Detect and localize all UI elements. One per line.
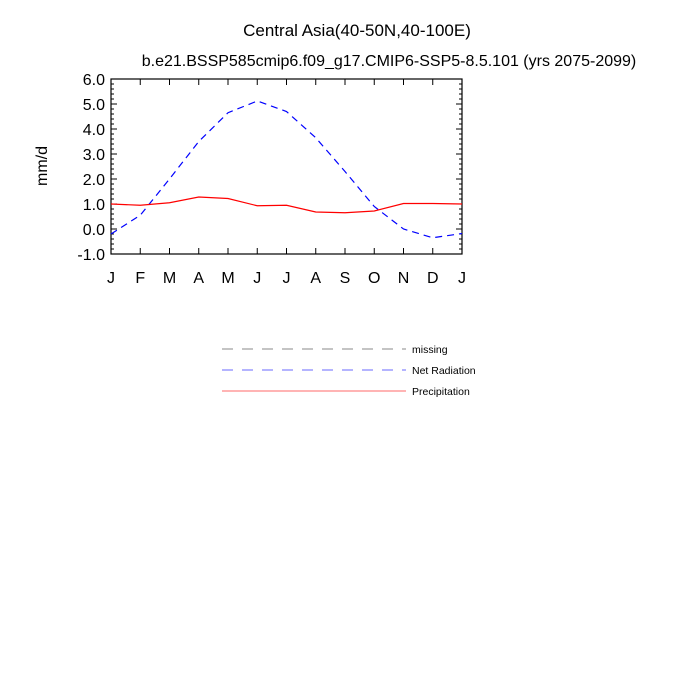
y-tick-label: -1.0 [77, 247, 105, 264]
x-tick-label: M [221, 270, 234, 287]
x-tick-label: J [253, 270, 261, 287]
y-tick-label: 6.0 [83, 72, 105, 89]
plot-area: -1.00.01.02.03.04.05.06.0J F M A M J J A S O N D J [77, 72, 466, 287]
series-line-net-radiation [110, 100, 463, 239]
x-tick-label: M [163, 270, 176, 287]
x-tick-label: A [310, 270, 321, 287]
x-tick-label: N [398, 270, 410, 287]
chart-subtitle: b.e21.BSSP585cmip6.f09_g17.CMIP6-SSP5-8.… [142, 53, 637, 70]
plot-frame [110, 78, 463, 255]
legend: missing Net Radiation Precipitation [222, 344, 476, 398]
chart-title: Central Asia(40-50N,40-100E) [243, 21, 471, 40]
x-tick-label: S [340, 270, 351, 287]
legend-label-missing: missing [412, 344, 448, 356]
series-line-precipitation [110, 196, 463, 214]
y-tick-label: 1.0 [83, 197, 105, 214]
y-tick-label: 2.0 [83, 172, 105, 189]
x-tick-label: O [368, 270, 380, 287]
y-tick-label: 3.0 [83, 147, 105, 164]
x-tick-label: F [135, 270, 145, 287]
legend-label-net-radiation: Net Radiation [412, 365, 476, 377]
x-tick-label: J [283, 270, 291, 287]
y-tick-label: 5.0 [83, 97, 105, 114]
x-tick-label: J [458, 270, 466, 287]
legend-label-precipitation: Precipitation [412, 386, 470, 398]
y-tick-label: 4.0 [83, 122, 105, 139]
x-tick-label: A [193, 270, 204, 287]
x-tick-label: J [107, 270, 115, 287]
y-tick-label: 0.0 [83, 222, 105, 239]
y-axis-label: mm/d [34, 146, 51, 186]
x-tick-label: D [427, 270, 439, 287]
